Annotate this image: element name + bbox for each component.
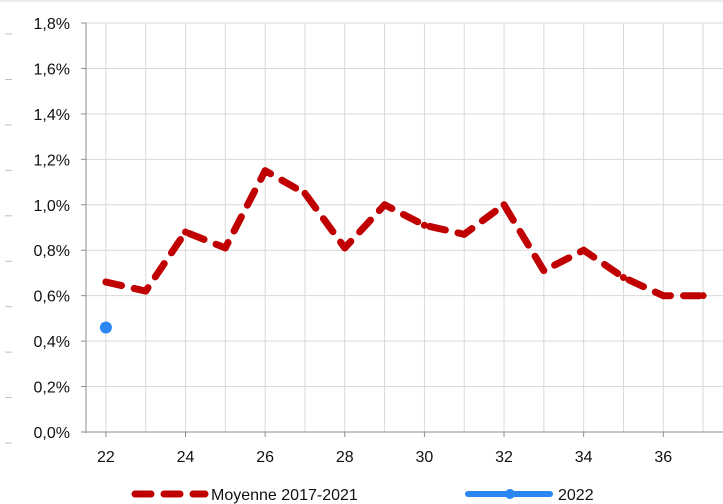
x-tick-label: 32 bbox=[495, 449, 513, 466]
x-tick-label: 30 bbox=[416, 449, 434, 466]
y-tick-label: 0,6% bbox=[34, 289, 70, 306]
grid bbox=[0, 0, 723, 433]
x-tick-label: 22 bbox=[97, 449, 115, 466]
data-point bbox=[659, 292, 667, 300]
data-point bbox=[699, 292, 707, 300]
y-tick-label: 1,0% bbox=[34, 198, 70, 215]
y-tick-label: 0,4% bbox=[34, 334, 70, 351]
data-point bbox=[301, 189, 309, 197]
data-point bbox=[619, 273, 627, 281]
legend: Moyenne 2017-2021 2022 bbox=[131, 487, 594, 504]
legend-label-2022: 2022 bbox=[558, 487, 594, 504]
series-line-0 bbox=[102, 167, 707, 300]
y-tick-label: 1,6% bbox=[34, 61, 70, 78]
x-tick-label: 28 bbox=[336, 449, 354, 466]
legend-label-moyenne: Moyenne 2017-2021 bbox=[211, 487, 358, 504]
y-tick-label: 0,0% bbox=[34, 425, 70, 442]
y-tick-label: 1,4% bbox=[34, 107, 70, 124]
data-point bbox=[460, 230, 468, 238]
data-point bbox=[580, 246, 588, 254]
data-point bbox=[221, 244, 229, 252]
data-point bbox=[102, 278, 110, 286]
data-point bbox=[142, 287, 150, 295]
y-tick-label: 0,2% bbox=[34, 380, 70, 397]
legend-marker bbox=[199, 490, 207, 498]
y-tick-label: 1,8% bbox=[34, 16, 70, 33]
x-tick-label: 26 bbox=[256, 449, 274, 466]
y-tick-label: 0,8% bbox=[34, 243, 70, 260]
data-point bbox=[182, 228, 190, 236]
data-point bbox=[341, 244, 349, 252]
data-point bbox=[99, 321, 112, 334]
x-tick-label: 34 bbox=[575, 449, 593, 466]
x-tick-label: 36 bbox=[654, 449, 672, 466]
y-tick-label: 1,2% bbox=[34, 152, 70, 169]
data-point bbox=[540, 267, 548, 275]
data-point bbox=[420, 221, 428, 229]
series-layer bbox=[99, 167, 707, 334]
data-point bbox=[381, 201, 389, 209]
data-point bbox=[261, 167, 269, 175]
legend-marker bbox=[505, 489, 515, 499]
data-point bbox=[500, 201, 508, 209]
x-tick-label: 24 bbox=[177, 449, 195, 466]
axes: 0,0% 0,2% 0,4% 0,6% 0,8% 1,0% 1,2% 1,4% 1,6% 1,8%… bbox=[5, 16, 723, 466]
